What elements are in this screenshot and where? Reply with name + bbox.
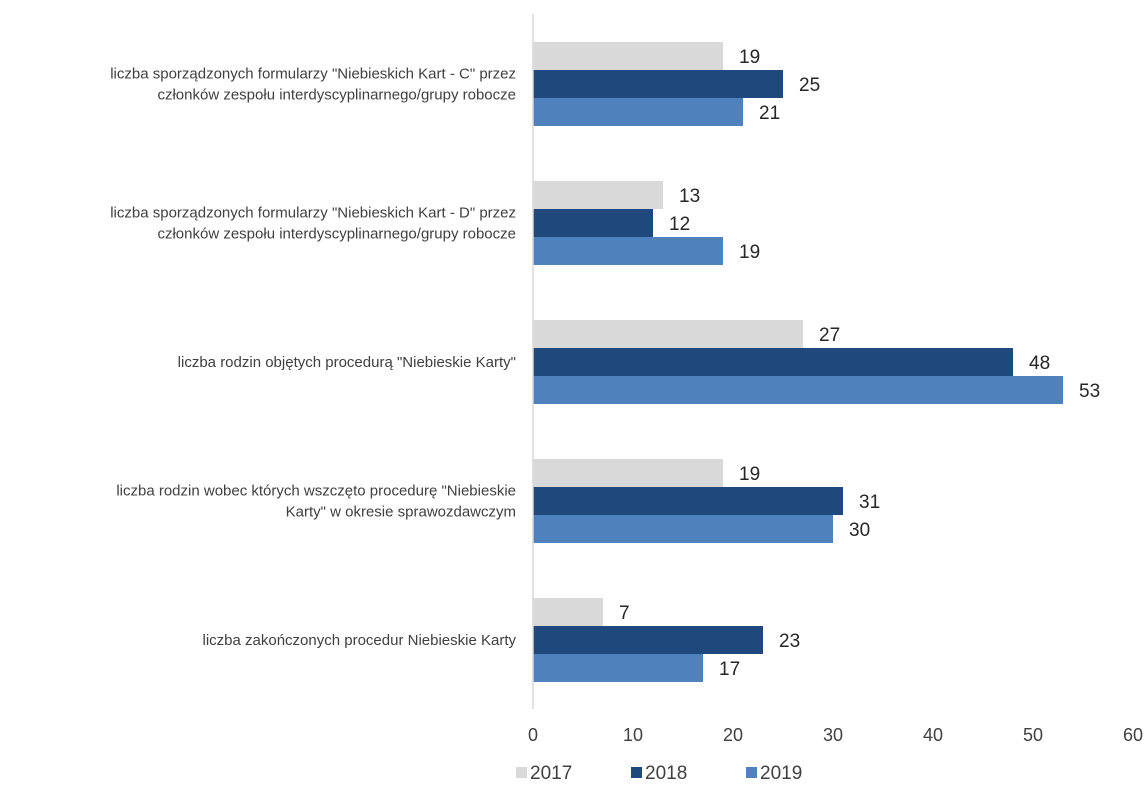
- x-tick-label: 20: [723, 725, 743, 745]
- legend-swatch-2017: [516, 767, 527, 778]
- bar-2019: [533, 237, 723, 265]
- data-label: 53: [1079, 381, 1100, 402]
- bar-2018: [533, 487, 843, 515]
- bar-2017: [533, 320, 803, 348]
- category-label: liczba sporządzonych formularzy "Niebies…: [110, 205, 516, 222]
- x-tick-label: 30: [823, 725, 843, 745]
- data-label: 48: [1029, 353, 1050, 374]
- category-label: liczba rodzin objętych procedurą "Niebie…: [178, 354, 516, 371]
- data-label: 19: [739, 47, 760, 68]
- bar-2019: [533, 654, 703, 682]
- bar-2018: [533, 209, 653, 237]
- data-label: 25: [799, 75, 820, 96]
- x-tick-label: 40: [923, 725, 943, 745]
- bar-2017: [533, 181, 663, 209]
- bar-2017: [533, 42, 723, 70]
- category-labels: liczba sporządzonych formularzy "Niebies…: [110, 66, 516, 650]
- data-label: 19: [739, 242, 760, 263]
- legend-label: 2018: [645, 763, 687, 784]
- category-label: liczba sporządzonych formularzy "Niebies…: [110, 66, 516, 83]
- legend-label: 2017: [530, 763, 572, 784]
- bar-2017: [533, 459, 723, 487]
- legend: 2017 2018 2019: [516, 763, 802, 784]
- data-label: 12: [669, 214, 690, 235]
- data-label: 7: [619, 603, 630, 624]
- bar-2019: [533, 515, 833, 543]
- bar-2017: [533, 598, 603, 626]
- data-label: 23: [779, 631, 800, 652]
- legend-swatch-2018: [631, 767, 642, 778]
- category-label: liczba zakończonych procedur Niebieskie …: [203, 632, 517, 649]
- data-label: 31: [859, 492, 880, 513]
- value-labels: 19 25 21 13 12 19 27 48 53 19 31 30 7 23 17: [619, 47, 1100, 680]
- legend-swatch-2019: [746, 767, 757, 778]
- x-tick-label: 10: [623, 725, 643, 745]
- data-label: 19: [739, 464, 760, 485]
- data-label: 27: [819, 325, 840, 346]
- data-label: 13: [679, 186, 700, 207]
- category-label: członków zespołu interdyscyplinarnego/gr…: [157, 226, 516, 243]
- x-tick-label: 50: [1023, 725, 1043, 745]
- x-tick-label: 60: [1123, 725, 1143, 745]
- data-label: 30: [849, 520, 870, 541]
- bar-2019: [533, 376, 1063, 404]
- category-label: liczba rodzin wobec których wszczęto pro…: [116, 483, 516, 500]
- data-label: 21: [759, 103, 780, 124]
- x-axis-ticks: 0 10 20 30 40 50 60: [528, 725, 1143, 745]
- bar-2018: [533, 348, 1013, 376]
- data-label: 17: [719, 659, 740, 680]
- bar-2018: [533, 70, 783, 98]
- bars: [533, 42, 1063, 682]
- category-label: Karty" w okresie sprawozdawczym: [286, 504, 516, 521]
- x-tick-label: 0: [528, 725, 538, 745]
- category-label: członków zespołu interdyscyplinarnego/gr…: [157, 87, 516, 104]
- bar-2018: [533, 626, 763, 654]
- legend-label: 2019: [760, 763, 802, 784]
- bar-2019: [533, 98, 743, 126]
